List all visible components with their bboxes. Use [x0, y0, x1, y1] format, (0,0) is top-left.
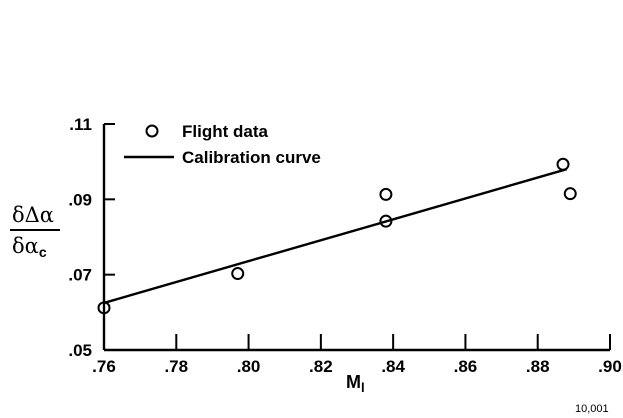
x-tick-label: .86 — [454, 357, 478, 376]
x-tick-label: .90 — [598, 357, 622, 376]
y-label-denominator-sub: c — [39, 244, 47, 260]
x-tick-label: .88 — [526, 357, 550, 376]
x-tick-label: .76 — [92, 357, 116, 376]
x-tick-label: .84 — [381, 357, 405, 376]
y-label-denominator-group: δαc — [12, 234, 47, 260]
figure-id: 10,001 — [575, 403, 609, 415]
axes — [102, 124, 610, 352]
y-ticks: .05 .07 .09 .11 — [68, 115, 115, 360]
x-label-text: Ml — [346, 372, 365, 395]
y-axis-label: δΔα δαc — [10, 203, 60, 260]
series-layer — [97, 157, 577, 315]
y-tick-label: .11 — [69, 115, 92, 134]
x-ticks: .76 .78 .80 .82 .84 .86 .88 .90 — [92, 334, 622, 376]
y-label-numerator: δΔα — [12, 203, 54, 227]
y-tick-label: .05 — [68, 341, 92, 360]
flight-data-point — [379, 214, 393, 228]
x-tick-label: .78 — [164, 357, 188, 376]
y-label-denominator: δα — [12, 234, 39, 258]
y-tick-label: .09 — [68, 190, 92, 209]
flight-data-point — [379, 187, 393, 201]
y-tick-label: .07 — [68, 266, 92, 285]
flight-data-point — [556, 157, 570, 171]
x-axis-label: Ml — [346, 372, 365, 395]
x-label-sub: l — [361, 380, 365, 395]
flight-data-point — [563, 187, 577, 201]
x-tick-label: .82 — [309, 357, 333, 376]
calibration-curve-line — [103, 168, 567, 305]
legend: Flight data Calibration curve — [124, 122, 321, 167]
legend-marker-flight-data — [145, 124, 159, 138]
legend-label-calibration-curve: Calibration curve — [182, 148, 321, 167]
legend-label-flight-data: Flight data — [182, 122, 268, 141]
flight-data-point — [231, 267, 245, 281]
x-tick-label: .80 — [237, 357, 261, 376]
x-label-main: M — [346, 372, 361, 392]
